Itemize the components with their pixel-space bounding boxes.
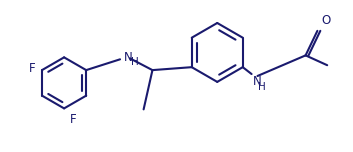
Text: F: F bbox=[70, 113, 77, 126]
Text: N: N bbox=[252, 75, 261, 88]
Text: H: H bbox=[258, 82, 266, 92]
Text: O: O bbox=[321, 14, 330, 27]
Text: N: N bbox=[124, 51, 133, 64]
Text: H: H bbox=[131, 57, 139, 67]
Text: F: F bbox=[29, 62, 35, 75]
